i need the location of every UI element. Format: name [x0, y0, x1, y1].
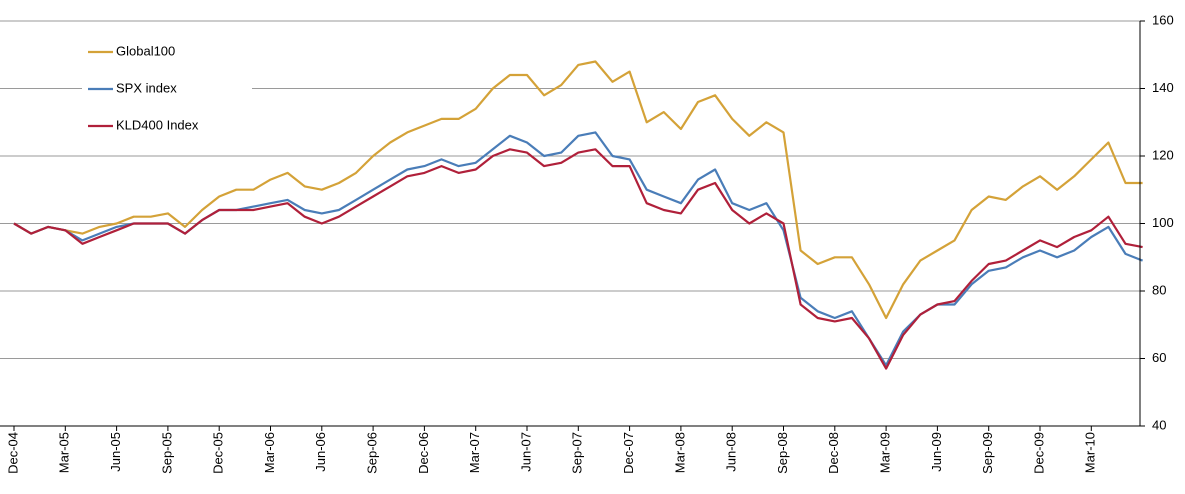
- axes: 40 60 80 100 120 140 160 Dec-04 Mar-05 Jun-05 Sep-…: [0, 12, 1174, 474]
- legend-label: SPX index: [116, 80, 177, 95]
- x-tick-label: Mar-07: [467, 432, 482, 473]
- x-tick-label: Mar-09: [878, 432, 893, 473]
- x-tick-label: Sep-06: [365, 432, 380, 474]
- y-tick-label: 100: [1152, 215, 1174, 230]
- series-line: [13, 131, 1144, 367]
- x-tick-label: Sep-08: [775, 432, 790, 474]
- y-tick-label: 160: [1152, 12, 1174, 27]
- x-tick-label: Dec-04: [5, 432, 20, 474]
- x-tick-label: Jun-05: [108, 432, 123, 472]
- series-line: [13, 148, 1143, 370]
- x-tick-label: Dec-07: [621, 432, 636, 474]
- x-tick-label: Jun-06: [313, 432, 328, 472]
- y-tick-label: 40: [1152, 417, 1166, 432]
- x-tick-label: Dec-08: [826, 432, 841, 474]
- series-line: [13, 60, 1143, 320]
- x-tick-label: Dec-09: [1031, 432, 1046, 474]
- y-tick-label: 80: [1152, 282, 1166, 297]
- x-tick-label: Sep-05: [159, 432, 174, 474]
- x-tick-label: Mar-05: [57, 432, 72, 473]
- x-tick-label: Jun-08: [724, 432, 739, 472]
- plot-area: [13, 60, 1144, 370]
- x-tick-label: Mar-08: [672, 432, 687, 473]
- x-tick-label: Mar-10: [1083, 432, 1098, 473]
- x-tick-label: Dec-06: [416, 432, 431, 474]
- x-tick-label: Sep-07: [570, 432, 585, 474]
- x-tick-label: Jun-07: [518, 432, 533, 472]
- y-tick-label: 140: [1152, 80, 1174, 95]
- y-tick-label: 60: [1152, 350, 1166, 365]
- x-tick-label: Jun-09: [929, 432, 944, 472]
- x-tick-label: Mar-06: [262, 432, 277, 473]
- y-tick-label: 120: [1152, 147, 1174, 162]
- x-tick-label: Dec-05: [211, 432, 226, 474]
- legend-label: KLD400 Index: [116, 117, 199, 132]
- legend: Global100 SPX index KLD400 Index: [82, 36, 252, 142]
- x-tick-label: Sep-09: [980, 432, 995, 474]
- legend-label: Global100: [116, 43, 175, 58]
